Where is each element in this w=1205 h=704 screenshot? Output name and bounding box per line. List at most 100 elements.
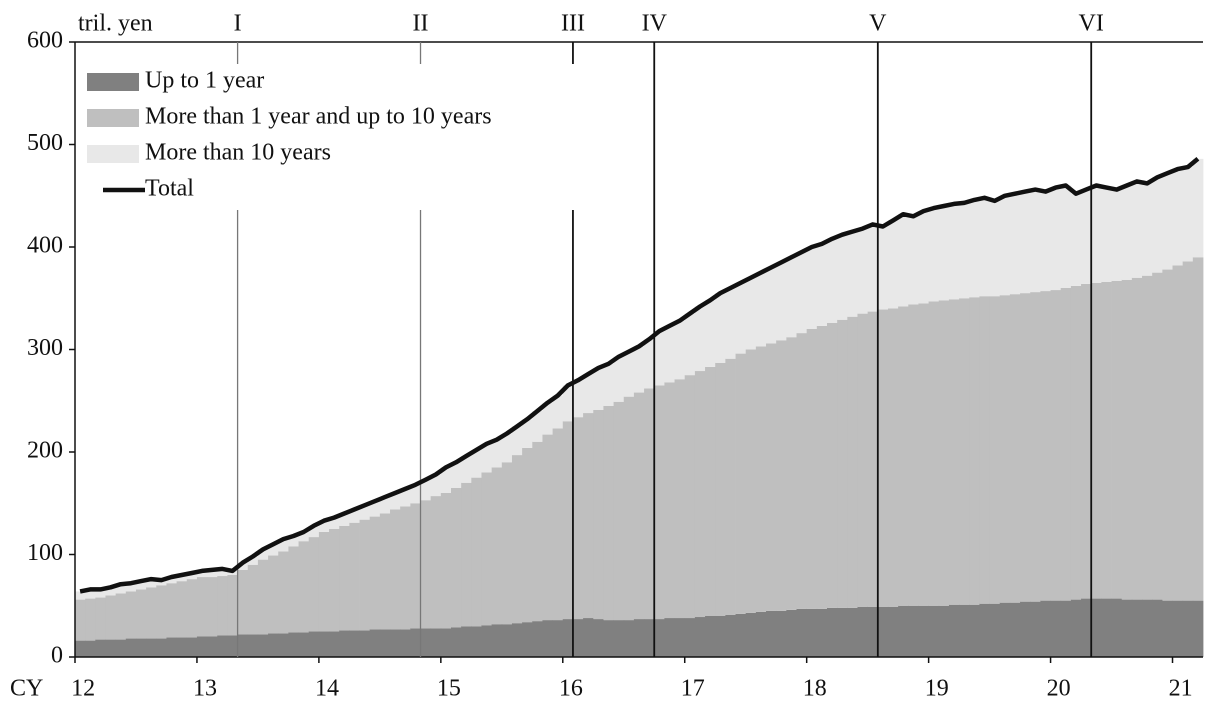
bar-segment (552, 428, 564, 621)
bar-segment (705, 616, 716, 657)
bar-segment (532, 411, 543, 442)
bar-segment (481, 625, 493, 657)
bar-segment (1009, 294, 1021, 603)
bar-segment (1020, 601, 1031, 657)
bar-segment (644, 388, 655, 620)
bar-segment (867, 311, 879, 607)
bar-segment (766, 343, 777, 611)
bar-segment (390, 493, 401, 510)
bar-segment (593, 619, 604, 657)
bar-segment (166, 637, 178, 657)
y-tick-label: 100 (27, 540, 63, 566)
bar-segment (440, 628, 452, 657)
y-tick-label: 500 (27, 130, 63, 156)
bar-segment (1060, 288, 1072, 601)
bar-segment (1192, 600, 1204, 657)
bar-segment (938, 300, 950, 606)
bar-segment (745, 612, 757, 657)
bar-segment (339, 513, 350, 526)
bar-segment (816, 325, 828, 609)
bar-segment (755, 346, 767, 612)
x-tick-label: 15 (437, 676, 461, 702)
bar-segment (766, 610, 777, 657)
bar-segment (633, 392, 645, 620)
bar-segment (329, 517, 340, 529)
bar-segment (1121, 279, 1133, 600)
bar-segment (928, 605, 940, 657)
bar-segment (227, 575, 238, 636)
bar-segment (583, 618, 594, 657)
y-tick-label: 400 (27, 233, 63, 259)
bar-segment (1111, 280, 1123, 599)
bar-segment (674, 379, 686, 619)
bar-segment (867, 606, 879, 657)
bar-segment (135, 638, 147, 657)
x-tick-label: 12 (71, 676, 95, 702)
bar-segment (420, 500, 432, 629)
bar-segment (135, 589, 147, 639)
bar-segment (359, 519, 371, 631)
bar-segment (633, 619, 645, 657)
bar-segment (247, 634, 259, 657)
bar-segment (491, 467, 503, 625)
bar-segment (217, 576, 228, 636)
period-label: I (234, 11, 242, 37)
bar-segment (755, 611, 767, 657)
x-tick-label: 17 (681, 676, 705, 702)
bar-segment (654, 331, 665, 386)
bar-segment (1050, 290, 1062, 601)
bar-segment (278, 551, 289, 634)
bar-segment (908, 605, 919, 657)
bar-segment (186, 637, 198, 657)
bar-segment (1040, 291, 1051, 601)
bar-segment (806, 608, 818, 657)
bar-segment (95, 597, 106, 640)
bar-segment (329, 528, 340, 632)
bar-segment (1050, 600, 1062, 657)
bar-segment (207, 569, 218, 578)
bar-segment (725, 358, 736, 615)
bar-segment (288, 536, 299, 547)
bar-segment (278, 633, 289, 657)
bar-segment (786, 609, 797, 657)
bar-segment (603, 363, 614, 406)
bar-segment (318, 531, 330, 632)
bar-segment (613, 620, 625, 657)
legend-label: More than 1 year and up to 10 years (145, 104, 492, 130)
legend-swatch (87, 109, 139, 127)
bar-segment (857, 606, 869, 657)
bar-segment (95, 589, 106, 598)
bar-segment (430, 496, 442, 629)
bar-segment (1091, 185, 1102, 283)
bar-segment (603, 405, 614, 621)
bar-segment (572, 380, 584, 418)
bar-segment (257, 634, 269, 657)
bar-segment (308, 537, 320, 632)
bar-segment (918, 211, 930, 304)
bar-segment (664, 325, 675, 383)
bar-segment (400, 629, 411, 657)
bar-segment (1009, 193, 1021, 295)
bar-segment (562, 421, 574, 620)
bar-segment (451, 462, 462, 488)
bar-segment (369, 629, 381, 657)
bar-segment (1142, 183, 1153, 276)
bar-segment (694, 617, 706, 657)
bar-segment (166, 577, 178, 584)
bar-segment (969, 199, 980, 298)
bar-segment (176, 575, 188, 582)
bar-segment (410, 503, 421, 629)
bar-segment (1121, 599, 1133, 657)
bar-segment (613, 356, 625, 402)
bar-segment (593, 367, 604, 410)
bar-segment (207, 577, 218, 637)
bar-segment (583, 374, 594, 414)
bar-segment (379, 513, 391, 630)
bar-segment (786, 257, 797, 338)
bar-segment (1142, 275, 1153, 600)
bar-segment (125, 583, 137, 592)
bar-segment (1020, 293, 1031, 602)
period-label: V (869, 11, 887, 37)
bar-segment (542, 434, 554, 621)
bar-segment (369, 516, 381, 630)
